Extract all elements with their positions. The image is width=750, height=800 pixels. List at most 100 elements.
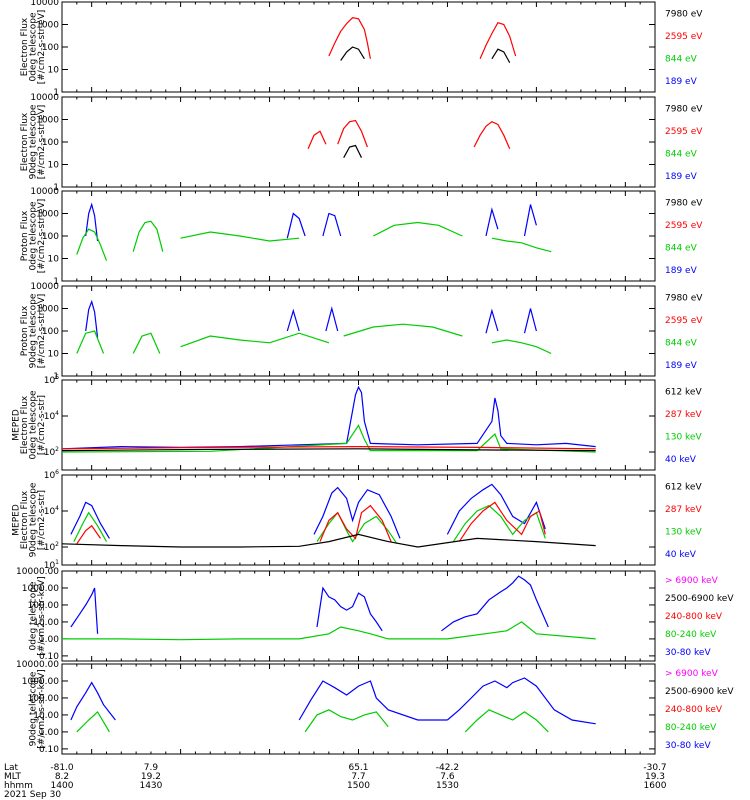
y-tick-label: 10 — [48, 350, 60, 360]
series-line — [62, 621, 596, 641]
x-tick-label: -81.0 — [50, 763, 74, 773]
x-tick-label: 19.2 — [141, 772, 161, 782]
y-axis-label-line: Electron Flux — [20, 490, 30, 549]
series-line — [491, 237, 552, 253]
series-line — [441, 575, 549, 632]
y-tick-label: 10000 — [30, 187, 59, 197]
series-line — [85, 202, 99, 242]
legend-entry: 30-80 keV — [665, 648, 711, 658]
panel-8: 0.10 1.00 10.00 100.00 1000.00 10000.0090deg … — [16, 660, 734, 755]
y-tick-label: 106 — [44, 374, 59, 386]
series-line — [70, 681, 116, 721]
series-line — [70, 587, 99, 634]
legend-entry: 612 keV — [665, 387, 702, 397]
y-tick-label: 1000 — [36, 210, 59, 220]
legend-entry: 844 eV — [665, 149, 698, 159]
legend-entry: 130 keV — [665, 527, 702, 537]
series-line — [298, 680, 448, 721]
x-tick-label: 1530 — [436, 781, 459, 791]
y-tick-label: 10000.00 — [16, 567, 59, 577]
series-line — [485, 207, 499, 237]
y-axis-label-line: Electron Flux — [20, 395, 30, 454]
y-tick-label: 10000 — [30, 0, 59, 8]
series-line — [286, 308, 300, 332]
legend-entry: > 6900 keV — [665, 576, 719, 586]
x-tick-label: -30.7 — [643, 763, 666, 773]
legend-entry: 240-800 keV — [665, 612, 723, 622]
series-line — [523, 308, 537, 334]
series-line — [286, 212, 306, 239]
series-line — [73, 511, 108, 542]
x-tick-label: 7.6 — [440, 772, 455, 782]
y-tick-label: 100 — [42, 138, 59, 148]
panel-frame — [61, 1, 656, 93]
legend-entry: 240-800 keV — [665, 705, 723, 715]
y-tick-label: 1000 — [36, 116, 59, 126]
y-axis-label-line: 90deg telescope — [29, 482, 39, 557]
legend-entry: 7980 eV — [665, 9, 703, 19]
series-line — [307, 130, 327, 150]
x-tick-label: 7.9 — [144, 763, 159, 773]
y-tick-label: 1000 — [36, 305, 59, 315]
y-axis-label-line: 0deg telescope — [29, 390, 39, 460]
x-row-label: MLT — [4, 772, 22, 782]
panel-frame — [61, 474, 656, 566]
y-tick-label: 0.10 — [39, 745, 59, 755]
y-tick-label: 100 — [42, 327, 59, 337]
y-axis-label-line: 0deg telescope — [29, 581, 39, 651]
series-line — [316, 586, 383, 632]
series-line — [76, 710, 110, 733]
series-line — [76, 524, 101, 545]
x-tick-label: 1400 — [51, 781, 74, 791]
tick-exponent: 4 — [55, 505, 59, 512]
y-tick-label: 10 — [48, 255, 60, 265]
series-line — [62, 385, 596, 450]
y-tick-label: 100 — [42, 232, 59, 242]
series-line — [70, 501, 110, 539]
series-line — [62, 448, 596, 452]
x-tick-label: 19.3 — [645, 772, 665, 782]
series-line — [337, 119, 368, 148]
series-group — [328, 17, 517, 63]
legend-entry: 189 eV — [665, 172, 698, 182]
y-axis-label-line: Proton Flux — [20, 210, 30, 261]
legend-entry: 40 keV — [665, 550, 697, 560]
legend-entry: 844 eV — [665, 243, 698, 253]
series-line — [523, 204, 537, 237]
y-axis-label-line: MEPED — [12, 504, 22, 536]
x-tick-label: 1430 — [139, 781, 162, 791]
series-line — [132, 220, 164, 252]
y-axis-label-line: [#/cm2-s-str-eV] — [37, 105, 47, 180]
y-tick-label: 0.10 — [39, 652, 59, 662]
series-group — [307, 119, 511, 158]
series-line — [491, 339, 552, 355]
panel-frame — [61, 663, 656, 755]
y-tick-label: 1.00 — [39, 635, 59, 645]
x-tick-label: 8.2 — [55, 772, 69, 782]
series-group — [62, 575, 596, 641]
series-line — [491, 48, 511, 63]
y-axis-label-line: [#/cm2-s-str-keV] — [37, 669, 47, 748]
series-line — [180, 332, 330, 348]
series-line — [485, 308, 499, 334]
panel-frame — [61, 96, 656, 188]
y-axis-label-line: 0deg telescope — [29, 12, 39, 82]
series-line — [473, 121, 511, 150]
series-line — [343, 323, 463, 337]
series-group — [62, 385, 596, 453]
legend-entry: 844 eV — [665, 338, 698, 348]
y-axis-label-line: [#/cm2-s-str-eV] — [37, 294, 47, 369]
series-line — [322, 212, 342, 237]
y-axis-label-line: 90deg telescope — [29, 671, 39, 746]
panel-frame — [61, 570, 656, 662]
y-axis-label-line: [#/cm2-s-str] — [37, 490, 47, 550]
series-line — [76, 228, 108, 261]
legend-entry: 2500-6900 keV — [665, 687, 734, 697]
legend-entry: 7980 eV — [665, 198, 703, 208]
series-group — [70, 677, 596, 733]
y-axis-label-line: 90deg telescope — [29, 104, 39, 179]
y-tick-label: 10.00 — [33, 711, 59, 721]
